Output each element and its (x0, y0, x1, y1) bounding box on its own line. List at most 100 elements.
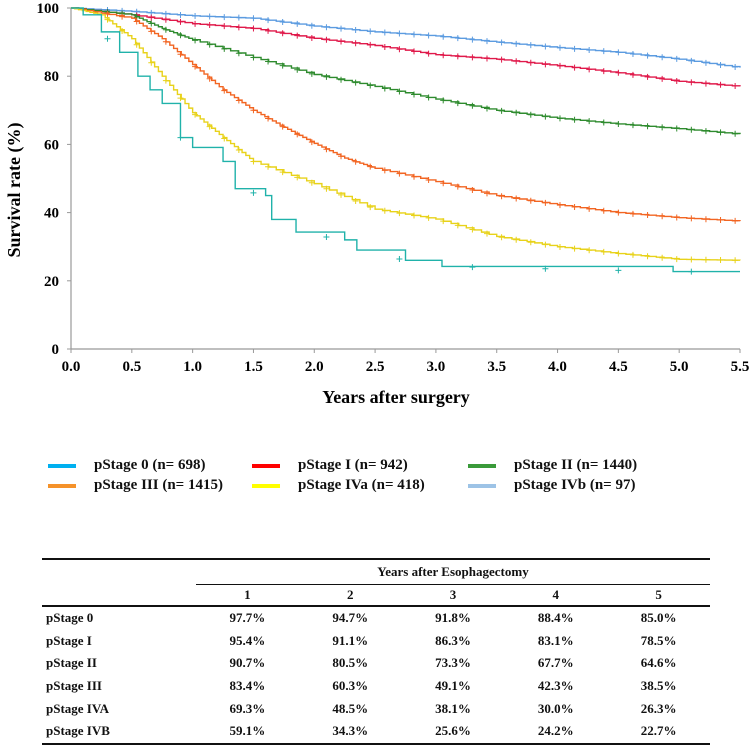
censor-mark (192, 12, 199, 19)
censor-mark (265, 163, 272, 170)
censor-mark (688, 79, 695, 86)
censor-mark (308, 22, 315, 29)
censor-mark (294, 32, 301, 39)
censor-mark (644, 212, 651, 219)
censor-mark (732, 217, 739, 224)
series-3 (71, 7, 741, 224)
survival-curve (71, 7, 741, 261)
censor-mark (338, 76, 345, 83)
censor-mark (367, 163, 374, 170)
censor-mark (469, 264, 476, 271)
censor-mark (294, 66, 301, 73)
censor-mark (600, 119, 607, 126)
censor-mark (192, 111, 199, 118)
censor-mark (221, 23, 228, 30)
censor-mark (235, 14, 242, 21)
censor-mark (323, 233, 330, 240)
table-row: pStage II 90.7% 80.5% 73.3% 67.7% 64.6% (42, 652, 710, 675)
y-tick-label: 20 (44, 274, 59, 290)
censor-mark (440, 97, 447, 104)
table-cell: 94.7% (332, 610, 369, 626)
censor-mark (162, 77, 169, 84)
row-label: pStage II (46, 655, 97, 671)
censor-mark (352, 79, 359, 86)
censor-mark (323, 24, 330, 31)
censor-mark (381, 29, 388, 36)
censor-mark (615, 250, 622, 257)
censor-mark (425, 176, 432, 183)
censor-mark (615, 69, 622, 76)
censor-mark (440, 33, 447, 40)
series-0 (71, 7, 741, 70)
censor-mark (513, 236, 520, 243)
censor-mark (527, 42, 534, 49)
censor-mark (119, 13, 126, 20)
censor-mark (148, 59, 155, 66)
censor-mark (265, 115, 272, 122)
x-tick-label: 2.5 (366, 359, 385, 375)
legend-swatch (48, 464, 76, 468)
censor-mark (250, 107, 257, 114)
censor-mark (513, 58, 520, 65)
censor-mark (513, 40, 520, 47)
censor-mark (367, 204, 374, 211)
censor-mark (177, 18, 184, 25)
censor-mark (279, 62, 286, 69)
censor-mark (279, 123, 286, 130)
table-cell: 42.3% (537, 678, 574, 694)
x-tick-label: 3.0 (427, 359, 446, 375)
table-cell: 80.5% (332, 655, 369, 671)
censor-mark (352, 198, 359, 205)
censor-mark (440, 180, 447, 187)
censor-mark (469, 36, 476, 43)
censor-mark (206, 75, 213, 82)
censor-mark (629, 71, 636, 78)
censor-mark (162, 26, 169, 33)
censor-mark (717, 61, 724, 68)
curves (71, 7, 741, 275)
y-axis-label: Survival rate (%) (4, 123, 25, 258)
x-tick-label: 1.5 (244, 359, 263, 375)
table-cell: 59.1% (196, 719, 299, 745)
censor-mark (411, 173, 418, 180)
censor-mark (454, 35, 461, 42)
censor-mark (542, 265, 549, 272)
censor-mark (235, 50, 242, 57)
censor-mark (673, 77, 680, 84)
censor-mark (469, 186, 476, 193)
table-cell: 97.7% (229, 610, 266, 626)
censor-mark (235, 24, 242, 31)
censor-mark (440, 52, 447, 59)
censor-mark (148, 14, 155, 21)
censor-mark (308, 34, 315, 41)
censor-mark (571, 245, 578, 252)
censor-mark (659, 75, 666, 82)
censor-mark (206, 123, 213, 130)
censor-mark (425, 94, 432, 101)
censor-mark (571, 116, 578, 123)
censor-mark (513, 109, 520, 116)
censor-mark (644, 73, 651, 80)
censor-mark (615, 120, 622, 127)
censor-mark (250, 25, 257, 32)
table-cell: 83.4% (229, 678, 266, 694)
censor-mark (586, 247, 593, 254)
censor-mark (192, 37, 199, 44)
censor-mark (235, 97, 242, 104)
table-cell: 67.7% (537, 655, 574, 671)
censor-mark (133, 18, 140, 25)
censor-mark (615, 209, 622, 216)
y-tick-label: 40 (44, 206, 59, 222)
censor-mark (221, 45, 228, 52)
censor-mark (396, 30, 403, 37)
table-row: pStage IVB 59.1% 34.3% 25.6% 24.2% 22.7% (42, 719, 710, 745)
censor-mark (732, 130, 739, 137)
series-1 (71, 7, 741, 90)
censor-mark (425, 50, 432, 57)
censor-mark (250, 54, 257, 61)
series-5 (71, 7, 740, 275)
censor-mark (659, 213, 666, 220)
censor-mark (308, 179, 315, 186)
censor-mark (586, 205, 593, 212)
censor-mark (600, 207, 607, 214)
